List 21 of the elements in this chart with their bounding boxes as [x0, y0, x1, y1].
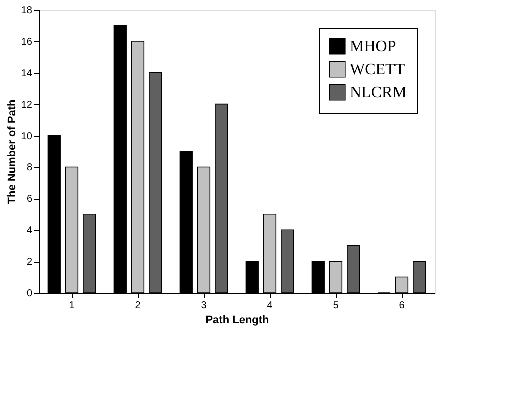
- legend-label: MHOP: [350, 38, 396, 56]
- legend-label: WCETT: [350, 62, 406, 78]
- x-axis-title: Path Length: [206, 314, 270, 326]
- x-tick-label: 5: [333, 300, 340, 312]
- x-tick-label: 3: [201, 300, 208, 312]
- y-tick-label: 12: [21, 100, 33, 111]
- y-tick-label: 4: [26, 226, 33, 237]
- y-tick-label: 2: [26, 257, 33, 268]
- y-tick-label: 14: [21, 68, 33, 80]
- x-tick-label: 2: [135, 300, 142, 312]
- x-tick-label: 1: [69, 300, 76, 312]
- y-tick-label: 0: [26, 288, 33, 300]
- y-tick-label: 8: [26, 162, 33, 174]
- y-tick-label: 10: [21, 131, 33, 142]
- x-tick-label: 6: [399, 300, 406, 312]
- legend-label: NLCRM: [350, 84, 407, 102]
- y-tick-label: 18: [21, 6, 33, 16]
- y-axis-title: The Number of Path: [6, 99, 18, 204]
- x-tick-label: 4: [267, 300, 274, 312]
- y-tick-label: 6: [26, 194, 33, 206]
- y-tick-label: 16: [21, 36, 33, 48]
